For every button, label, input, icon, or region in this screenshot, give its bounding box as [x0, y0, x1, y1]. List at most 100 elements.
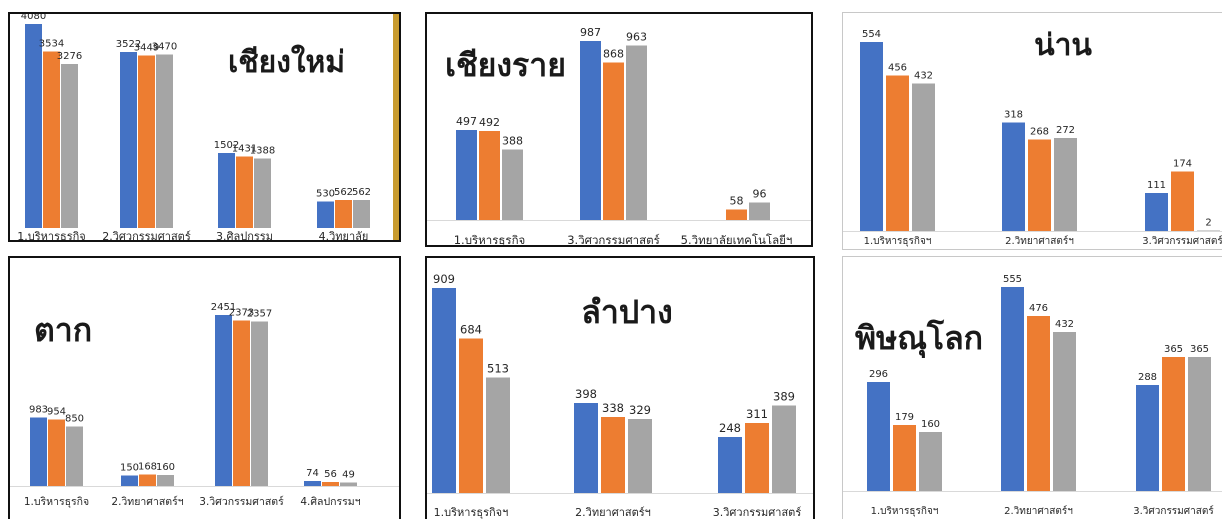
chart-panel-chiangrai: 497 492 388 1.บริหารธุรกิจ 987 868 963 3.วิศวกร…	[425, 12, 813, 247]
data-label: 179	[895, 412, 914, 423]
category-tick-label: 4.ศิลปกรรมฯ	[300, 496, 360, 508]
data-label: 983	[29, 404, 48, 415]
bar-series-1	[574, 403, 598, 493]
data-label: 160	[921, 419, 940, 430]
chart-panel-chiangmai: 4080 3534 3276 1.บริหารธุรกิจ 3522 3449 3470 2.…	[8, 12, 401, 242]
data-label: 492	[479, 116, 500, 129]
bar-series-2	[601, 416, 625, 493]
data-label: 3522	[116, 39, 141, 50]
data-label: 389	[773, 389, 795, 403]
data-label: 168	[138, 461, 157, 472]
bar-series-1	[317, 201, 334, 228]
category-tick-label: 1.บริหารธุรกิจ	[454, 233, 526, 247]
bar-series-1	[120, 51, 137, 229]
data-label: 530	[316, 189, 335, 200]
data-label: 954	[47, 406, 66, 417]
data-label: 296	[869, 369, 888, 380]
bar-series-2	[726, 209, 747, 220]
category-tick-label: 1.บริหารธุรกิจฯ	[434, 506, 509, 519]
data-label: 2	[1205, 217, 1211, 228]
bar-series-3	[251, 321, 268, 486]
bar-series-2	[1162, 356, 1185, 491]
data-label: 74	[306, 468, 319, 479]
data-label: 1502	[214, 140, 239, 151]
data-label: 160	[156, 462, 175, 473]
bar-series-3	[1197, 230, 1220, 231]
bar-series-1	[1001, 287, 1024, 491]
chart-title: เชียงราย	[445, 46, 566, 84]
bar-series-3	[1188, 356, 1211, 491]
data-label: 432	[1055, 319, 1074, 330]
data-label: 562	[334, 187, 353, 198]
bar-series-3	[486, 377, 510, 493]
bar-series-1	[215, 315, 232, 486]
bar-series-2	[236, 156, 253, 228]
bar-series-2	[335, 199, 352, 228]
data-label: 268	[1030, 127, 1049, 138]
bar-series-1	[1002, 122, 1025, 231]
bar-series-2	[139, 474, 156, 486]
category-tick-label: 1.บริหารธุรกิจ	[17, 230, 85, 242]
data-label: 3470	[152, 42, 177, 53]
bar-series-3	[66, 426, 83, 486]
data-label: 909	[433, 272, 455, 286]
chart-svg: 296 179 160 1.บริหารธุรกิจฯ 555 476 432 2.วิทยา…	[843, 274, 1222, 517]
data-label: 272	[1056, 125, 1075, 136]
bar-series-2	[43, 51, 60, 228]
bar-series-2	[138, 55, 155, 228]
data-label: 248	[719, 421, 741, 435]
data-label: 3449	[134, 43, 159, 54]
bar-series-1	[304, 480, 321, 486]
bar-series-2	[233, 320, 250, 486]
bar-series-1	[30, 417, 47, 486]
bar-series-1	[718, 437, 742, 493]
bar-series-1	[867, 382, 890, 491]
category-tick-label: 2.วิทยาศาสตร์ฯ	[575, 506, 651, 519]
data-label: 987	[580, 26, 601, 39]
bar-series-3	[1054, 138, 1077, 231]
bar-series-3	[749, 202, 770, 220]
data-label: 2357	[247, 309, 272, 320]
data-label: 963	[626, 30, 647, 43]
data-label: 398	[575, 387, 597, 401]
bar-series-3	[254, 158, 271, 228]
chart-title: ตาก	[34, 311, 92, 349]
category-tick-label: 2.วิศวกรรมศาสตร์	[102, 230, 191, 242]
bar-series-3	[157, 474, 174, 486]
category-tick-label: 1.บริหารธุรกิจ	[24, 496, 89, 508]
bar-series-2	[479, 130, 500, 220]
category-tick-label: 5.วิทยาลัยเทคโนโลยีฯ	[681, 233, 793, 247]
chart-panel-phitsanulok: 296 179 160 1.บริหารธุรกิจฯ 555 476 432 2.วิทยา…	[842, 256, 1222, 519]
chart-title: ลำปาง	[581, 293, 672, 331]
chart-panel-nan: 554 456 432 1.บริหารธุรกิจฯ 318 268 272 2.วิทยา…	[842, 12, 1222, 250]
bar-series-1	[456, 129, 477, 220]
data-label: 497	[456, 115, 477, 128]
data-label: 288	[1138, 372, 1157, 383]
chart-panel-lampang: 909 684 513 1.บริหารธุรกิจฯ 398 338 329 2.วิทยา…	[425, 256, 815, 519]
bar-series-1	[218, 152, 235, 228]
chart-svg: 554 456 432 1.บริหารธุรกิจฯ 318 268 272 2.วิทยา…	[843, 28, 1222, 247]
bar-series-2	[886, 75, 909, 231]
data-label: 555	[1003, 274, 1022, 285]
bar-series-2	[48, 419, 65, 486]
category-tick-label: 2.วิทยาศาสตร์ฯ	[111, 495, 183, 508]
data-label: 365	[1164, 344, 1183, 355]
bar-series-1	[121, 475, 138, 486]
bar-series-2	[1171, 171, 1194, 231]
data-label: 1431	[232, 143, 257, 154]
bar-series-3	[502, 149, 523, 220]
data-label: 318	[1004, 110, 1023, 121]
data-label: 58	[730, 194, 744, 207]
bar-series-3	[156, 54, 173, 228]
category-tick-label: 3.วิศวกรรมศาสตร์	[1133, 505, 1214, 517]
data-label: 338	[602, 401, 624, 415]
data-label: 2373	[229, 307, 254, 318]
category-tick-label: 4.วิทยาลัย	[319, 230, 369, 242]
category-tick-label: 3.วิศวกรรมศาสตร์	[567, 233, 660, 247]
bar-series-3	[61, 64, 78, 228]
bar-series-2	[603, 62, 624, 221]
category-tick-label: 2.วิทยาศาสตร์ฯ	[1004, 505, 1073, 517]
data-label: 868	[603, 48, 624, 61]
